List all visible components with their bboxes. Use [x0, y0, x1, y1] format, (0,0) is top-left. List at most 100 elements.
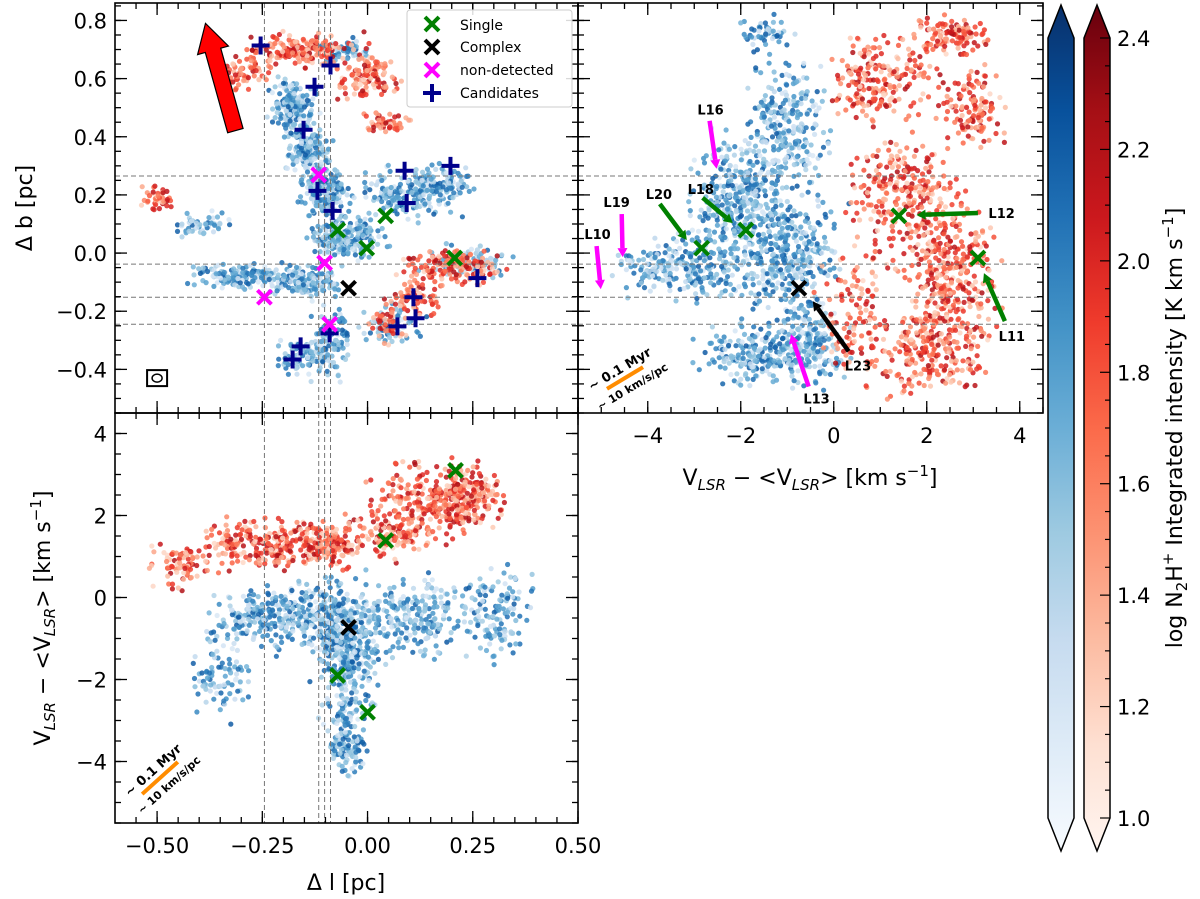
data-point-blue [770, 19, 777, 25]
data-point-blue [762, 345, 768, 351]
marker-candidate [251, 36, 270, 55]
plus-marker-icon [320, 324, 339, 343]
data-point-blue [652, 235, 658, 241]
data-point-blue [413, 186, 419, 192]
data-point-red [902, 275, 908, 281]
data-point-blue [493, 257, 499, 263]
data-point-blue [777, 221, 783, 227]
data-point-blue [769, 35, 776, 42]
data-point-red [368, 75, 374, 81]
data-point-red [244, 47, 250, 53]
data-point-red [398, 78, 404, 84]
data-point-red [387, 111, 393, 117]
data-point-red [442, 248, 448, 254]
data-point-blue [817, 152, 823, 158]
data-point-blue [367, 225, 373, 231]
data-point-blue [756, 298, 763, 304]
data-point-blue [777, 235, 784, 241]
data-point-blue [415, 213, 421, 219]
data-point-blue [771, 69, 777, 75]
data-point-blue [827, 371, 834, 377]
data-point-red [908, 67, 915, 73]
data-point-blue [779, 137, 785, 143]
data-point-blue [190, 264, 196, 270]
data-point-red [375, 112, 381, 118]
data-point-blue [429, 162, 435, 168]
data-point-blue [345, 238, 351, 244]
data-point-blue [790, 129, 797, 135]
data-point-red [274, 55, 280, 61]
data-point-blue [733, 343, 739, 349]
data-point-blue [260, 269, 267, 275]
data-point-blue [743, 371, 749, 377]
data-point-blue [817, 371, 823, 377]
data-point-red [881, 92, 887, 98]
data-point-red [896, 83, 903, 89]
data-point-blue [303, 159, 310, 165]
data-point-red [994, 323, 1000, 330]
data-point-blue [312, 139, 318, 145]
data-point-blue [667, 283, 673, 289]
data-point-blue [298, 271, 304, 277]
data-point-red [268, 64, 274, 71]
data-point-blue [810, 153, 816, 159]
data-point-blue [713, 346, 719, 352]
data-point-red [959, 268, 965, 274]
data-point-blue [326, 182, 332, 188]
legend-label-non-detected: non-detected [460, 63, 554, 79]
data-point-red [429, 268, 435, 274]
data-point-blue [777, 341, 783, 347]
data-point-blue [431, 183, 437, 189]
data-point-blue [299, 181, 305, 188]
data-point-blue [750, 276, 756, 282]
data-point-blue [811, 327, 817, 333]
data-point-blue [328, 269, 334, 275]
data-point-blue [431, 211, 437, 217]
data-point-blue [296, 284, 302, 290]
data-point-blue [773, 285, 779, 291]
data-point-blue [756, 215, 762, 222]
data-point-blue [375, 241, 381, 247]
data-point-blue [660, 258, 666, 264]
data-point-blue [197, 270, 203, 276]
data-point-red [861, 54, 867, 60]
data-point-red [383, 83, 389, 89]
data-point-red [344, 96, 350, 102]
data-point-red [895, 42, 902, 49]
data-point-blue [662, 250, 668, 256]
data-point-blue [319, 205, 325, 211]
data-point-blue [750, 306, 756, 312]
data-point-red [983, 243, 989, 249]
data-point-blue [749, 250, 755, 257]
data-point-blue [299, 276, 305, 282]
data-point-blue [821, 330, 828, 337]
data-point-red [934, 38, 941, 44]
data-point-red [292, 39, 298, 45]
data-point-blue [841, 374, 847, 380]
data-point-blue [732, 203, 738, 209]
data-point-blue [792, 31, 798, 37]
data-point-blue [424, 166, 431, 172]
data-point-blue [464, 184, 470, 190]
data-point-blue [275, 120, 281, 126]
data-point-blue [793, 213, 799, 219]
data-point-blue [764, 120, 771, 126]
data-point-blue [828, 209, 834, 215]
data-point-red [972, 279, 979, 285]
data-point-blue [387, 243, 393, 249]
data-point-blue [707, 232, 713, 238]
data-point-blue [212, 222, 218, 228]
data-point-blue [761, 102, 767, 109]
data-point-blue [778, 202, 784, 208]
data-point-red [402, 281, 408, 287]
data-point-blue [732, 194, 738, 200]
data-point-blue [791, 75, 797, 81]
data-point-red [933, 216, 939, 222]
data-point-blue [780, 285, 786, 291]
data-point-blue [723, 280, 729, 287]
data-point-blue [683, 261, 689, 267]
data-point-blue [245, 281, 251, 287]
data-point-blue [258, 275, 264, 281]
data-point-blue [778, 267, 784, 273]
data-point-red [985, 37, 991, 43]
